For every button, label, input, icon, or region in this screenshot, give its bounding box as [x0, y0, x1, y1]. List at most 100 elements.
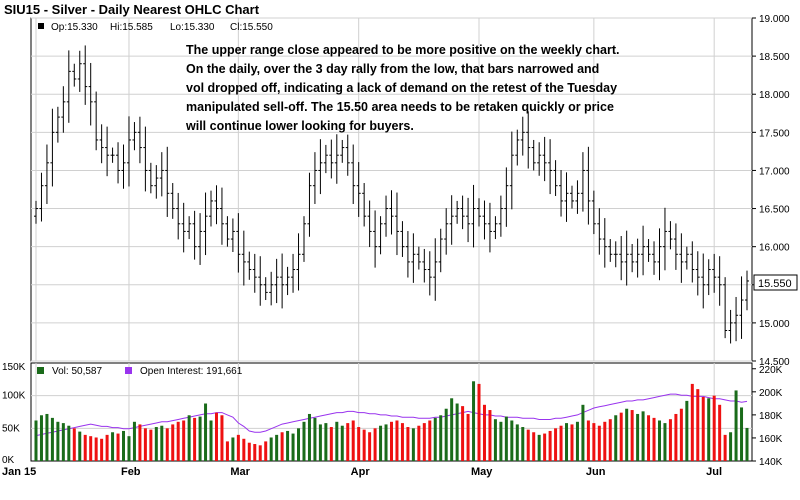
price-tick-label: 15.000 [759, 319, 790, 330]
price-tick-label: 18.000 [759, 90, 790, 101]
ohlc-bar [192, 210, 197, 260]
volume-tick-label: 0K [2, 455, 15, 466]
volume-bar [302, 421, 306, 461]
ohlc-bar [739, 276, 744, 339]
volume-bar [258, 445, 262, 461]
ohlc-bar [219, 187, 224, 245]
ohlc-bar [602, 218, 607, 268]
volume-bar [105, 434, 109, 461]
volume-bar [723, 434, 727, 461]
volume-bar [636, 413, 640, 461]
ohlc-bar [553, 160, 558, 196]
volume-bar [253, 444, 257, 461]
ohlc-bar [635, 238, 640, 278]
ohlc-bar [340, 139, 345, 163]
ohlc-bar [373, 210, 378, 268]
ohlc-bar [487, 202, 492, 253]
ohlc-bar [362, 183, 367, 227]
ohlc-bar [132, 122, 137, 151]
ohlc-bar [367, 200, 372, 248]
ohlc-bar [526, 111, 531, 169]
volume-bar [450, 398, 454, 461]
volume-bar [329, 427, 333, 461]
ohlc-bar [198, 213, 203, 265]
volume-bar [679, 408, 683, 461]
ohlc-bar [646, 239, 651, 262]
ohlc-bar [723, 277, 728, 339]
ohlc-bar [695, 251, 700, 296]
header-open: Op:15.330 [51, 22, 98, 33]
price-tick-label: 16.000 [759, 243, 790, 254]
volume-bar [346, 423, 350, 461]
volume-bar [554, 428, 558, 461]
ohlc-bar [586, 146, 591, 225]
open-interest-series [35, 393, 748, 437]
volume-bar [275, 434, 279, 461]
ohlc-bar [433, 238, 438, 301]
volume-bar [477, 383, 481, 461]
volume-bar [608, 419, 612, 461]
ohlc-bar [34, 200, 38, 224]
volume-bar [89, 436, 93, 461]
ohlc-bar [252, 253, 257, 293]
volume-bar [390, 421, 393, 461]
volume-bar [696, 389, 700, 461]
price-tick-label: 14.500 [759, 357, 790, 368]
last-price-tag [753, 274, 798, 291]
oi-tick-label: 200K [759, 388, 783, 399]
volume-bar [433, 417, 437, 461]
ohlc-bar [105, 126, 110, 177]
ohlc-bar [449, 195, 454, 245]
ohlc-bar [241, 230, 246, 286]
ohlc-bar [334, 134, 339, 184]
volume-bar [236, 434, 240, 461]
volume-bar [313, 417, 317, 461]
volume-bar [493, 419, 497, 461]
volume-bar [100, 438, 104, 461]
ohlc-bar [717, 256, 722, 306]
ohlc-bar [121, 144, 126, 189]
volume-bar [149, 429, 153, 461]
volume-bar [373, 428, 377, 461]
oi-tick-label: 140K [759, 457, 783, 468]
ohlc-bar [247, 251, 252, 280]
volume-bar [439, 415, 443, 461]
price-tick-label: 19.000 [759, 14, 790, 25]
x-tick-label: Mar [230, 466, 250, 478]
ohlc-bar [291, 253, 296, 293]
ohlc-bar [482, 200, 487, 240]
header-low: Lo:15.330 [170, 22, 215, 33]
x-tick-label: Jun [586, 466, 606, 478]
volume-bar [231, 437, 235, 461]
header-close: Cl:15.550 [230, 22, 273, 33]
ohlc-bar [389, 190, 394, 235]
ohlc-bar [50, 108, 55, 187]
ohlc-bar [668, 221, 673, 250]
volume-bar [690, 383, 694, 461]
ohlc-bar [384, 195, 389, 237]
ohlc-bar [515, 129, 520, 166]
ohlc-bar [143, 126, 148, 192]
open-interest-line [35, 393, 748, 437]
ohlc-bar [296, 233, 301, 291]
x-tick-label: Jan 15 [2, 466, 36, 478]
ohlc-bar [745, 270, 749, 311]
ohlc-bar [498, 195, 503, 237]
oi-tick-label: 220K [759, 365, 783, 376]
volume-bar [122, 430, 126, 461]
volume-bar [384, 424, 388, 461]
ohlc-bar [378, 216, 383, 255]
volume-bar [225, 441, 229, 461]
volume-bar [455, 403, 459, 461]
volume-bar [444, 408, 448, 461]
ohlc-bar [323, 144, 328, 174]
ohlc-bar [531, 139, 536, 171]
volume-bar [603, 421, 607, 461]
ohlc-bar [307, 172, 312, 237]
volume-bar [625, 408, 629, 461]
volume-bars [34, 381, 749, 461]
ohlc-bar [613, 241, 618, 268]
volume-bar [50, 417, 54, 461]
volume-bar [291, 433, 295, 461]
ohlc-bar [66, 50, 71, 123]
